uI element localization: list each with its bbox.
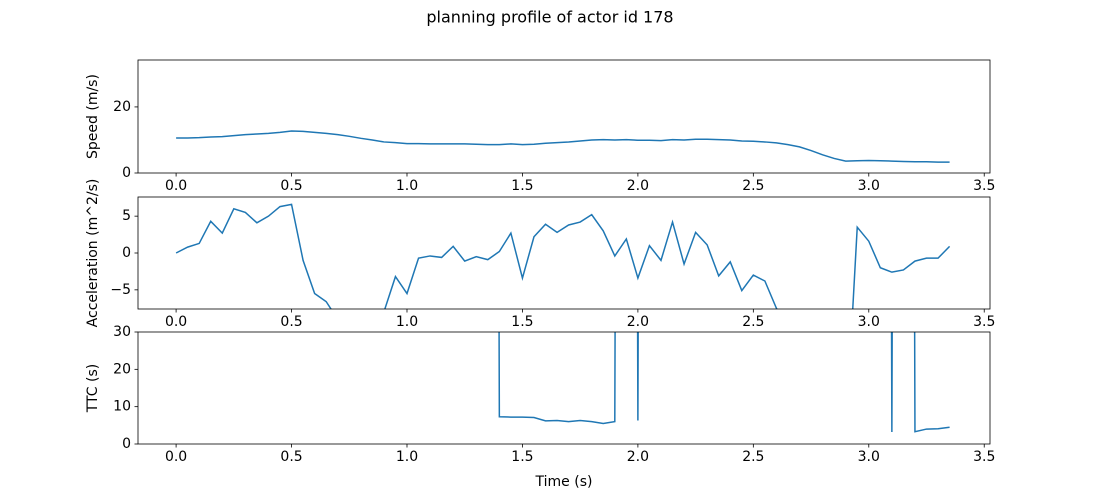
y-tick-label: 30: [113, 324, 131, 340]
x-tick-label: 2.5: [742, 449, 764, 465]
x-tick-label: 2.0: [627, 178, 649, 194]
x-axis-label: Time (s): [535, 474, 593, 490]
x-tick-label: 0.5: [280, 449, 302, 465]
axes-frame: [137, 331, 991, 445]
x-tick-label: 2.0: [627, 314, 649, 330]
y-tick-label: 0: [122, 165, 131, 181]
x-tick-label: 3.5: [973, 178, 995, 194]
x-tick-label: 3.0: [858, 178, 880, 194]
y-tick-label: 20: [113, 361, 131, 377]
y-tick-label: 5: [122, 208, 131, 224]
x-tick-label: 1.5: [511, 314, 533, 330]
x-tick-label: 0.0: [165, 314, 187, 330]
axes-frame: [137, 59, 991, 174]
axes-frame: [137, 196, 991, 310]
x-tick-label: 1.0: [396, 449, 418, 465]
x-tick-label: 3.0: [858, 449, 880, 465]
x-tick-label: 0.5: [280, 178, 302, 194]
y-tick-label: 10: [113, 399, 131, 415]
x-tick-label: 0.5: [280, 314, 302, 330]
data-line: [498, 332, 950, 433]
y-tick-label: −5: [110, 282, 131, 298]
data-line: [175, 203, 951, 309]
y-axis-label: Acceleration (m^2/s): [85, 179, 101, 328]
x-tick-label: 1.5: [511, 178, 533, 194]
y-axis-label: TTC (s): [85, 364, 101, 413]
x-tick-label: 1.0: [396, 178, 418, 194]
x-tick-label: 3.5: [973, 449, 995, 465]
y-tick-label: 0: [122, 245, 131, 261]
y-axis-label: Speed (m/s): [85, 74, 101, 159]
x-tick-label: 2.5: [742, 178, 764, 194]
x-tick-label: 1.0: [396, 314, 418, 330]
data-line: [176, 130, 950, 163]
y-tick-label: 0: [122, 436, 131, 452]
figure-title: planning profile of actor id 178: [426, 8, 673, 27]
x-tick-label: 1.5: [511, 449, 533, 465]
y-tick-label: 20: [113, 99, 131, 115]
x-tick-label: 0.0: [165, 449, 187, 465]
x-tick-label: 3.0: [858, 314, 880, 330]
x-tick-label: 2.0: [627, 449, 649, 465]
x-tick-label: 2.5: [742, 314, 764, 330]
x-tick-label: 3.5: [973, 314, 995, 330]
x-tick-label: 0.0: [165, 178, 187, 194]
